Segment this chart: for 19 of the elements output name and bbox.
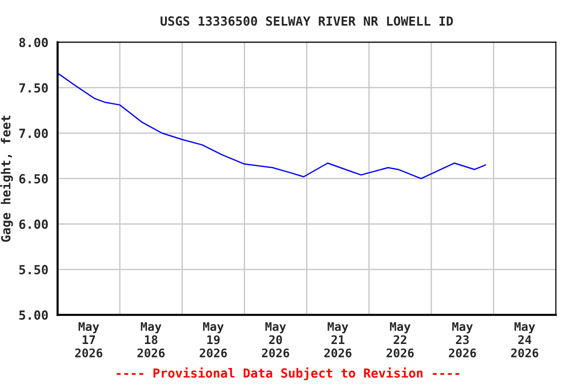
x-tick-label: May 21 2026 (324, 322, 352, 358)
x-tick-label: May 19 2026 (200, 322, 227, 358)
x-tick-label: May 20 2026 (262, 322, 290, 358)
x-tick-label: May 17 2026 (75, 322, 102, 358)
x-tick-label: May 24 2026 (511, 322, 538, 358)
x-tick-label: May 18 2026 (137, 322, 165, 358)
y-tick-label: 5.00 (19, 310, 48, 320)
y-tick-label: 6.50 (19, 174, 48, 184)
y-tick-label: 7.50 (19, 83, 48, 93)
chart-title: USGS 13336500 SELWAY RIVER NR LOWELL ID (160, 16, 453, 26)
y-tick-label: 5.50 (19, 264, 48, 274)
y-tick-label: 6.00 (19, 219, 48, 229)
x-tick-label: May 23 2026 (448, 322, 476, 358)
y-axis-title: Gage height, feet (0, 116, 13, 242)
x-tick-label: May 22 2026 (386, 322, 414, 358)
text: ---- Provisional Data Subject to Revision ---- (116, 367, 460, 380)
y-tick-label: 8.00 (19, 38, 48, 48)
line-series (58, 72, 486, 180)
y-tick-label: 7.00 (19, 128, 48, 138)
